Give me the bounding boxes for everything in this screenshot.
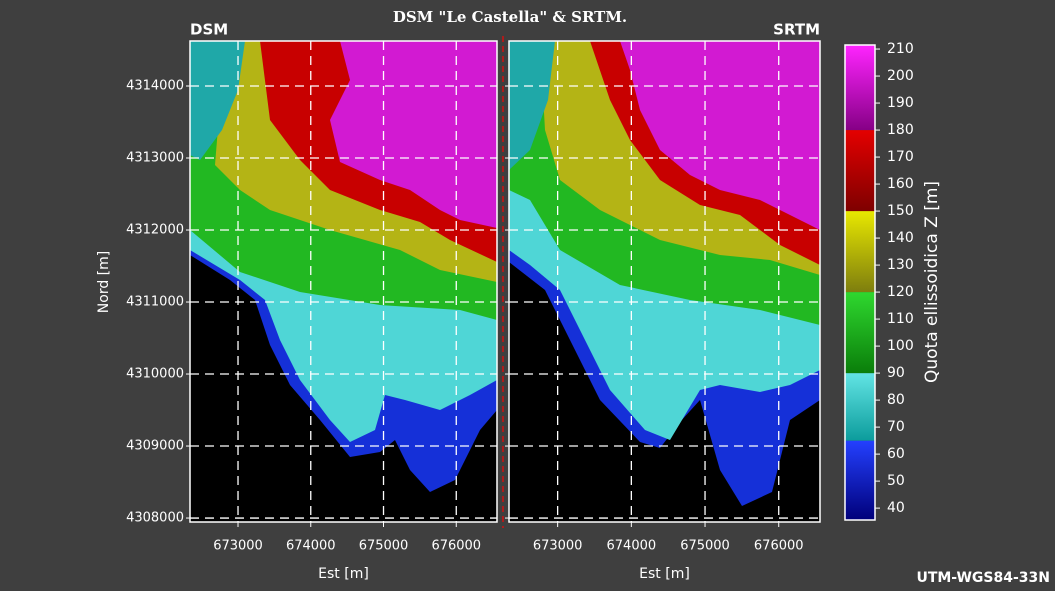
panel-label: DSM [190,21,228,39]
colorbar-tick-label: 150 [887,203,914,219]
y-tick-label: 4308000 [126,511,184,526]
colorbar-tick-label: 160 [887,176,914,192]
colorbar-tick-label: 170 [887,149,914,165]
x-axis-label: Est [m] [318,566,369,582]
chart-title: DSM "Le Castella" & SRTM. [393,8,627,26]
colorbar-band [845,130,875,212]
panel-frame [189,40,498,523]
crs-label: UTM-WGS84-33N [916,570,1050,586]
x-axis-label: Est [m] [639,566,690,582]
colorbar-band [845,440,875,520]
y-tick-label: 4312000 [126,223,184,238]
colorbar-tick-label: 110 [887,311,914,327]
colorbar-tick-label: 40 [887,500,905,516]
colorbar-tick-label: 50 [887,473,905,489]
colorbar-band [845,211,875,293]
x-tick-label: 673000 [533,539,583,554]
colorbar-tick-label: 70 [887,419,905,435]
y-tick-label: 4314000 [126,79,184,94]
colorbar-tick-label: 100 [887,338,914,354]
panel-label: SRTM [773,21,820,39]
y-axis-label: Nord [m] [96,251,112,313]
colorbar-label: Quota ellissoidica Z [m] [922,181,942,383]
colorbar-tick-label: 140 [887,230,914,246]
colorbar-frame [844,44,876,521]
colorbar-band [845,373,875,441]
colorbar-tick-label: 120 [887,284,914,300]
x-tick-label: 675000 [359,539,409,554]
x-tick-label: 676000 [431,539,481,554]
y-tick-label: 4311000 [126,295,184,310]
srtm-terrain [509,41,820,522]
x-tick-label: 676000 [754,539,804,554]
x-tick-label: 674000 [607,539,657,554]
colorbar-tick-label: 60 [887,446,905,462]
colorbar-band [845,45,875,131]
colorbar-tick-label: 200 [887,68,914,84]
colorbar-tick-label: 180 [887,122,914,138]
y-tick-label: 4310000 [126,367,184,382]
colorbar-tick-label: 90 [887,365,905,381]
colorbar-tick-label: 190 [887,95,914,111]
x-tick-label: 675000 [680,539,730,554]
panel-frame [508,40,821,523]
colorbar-tick-label: 130 [887,257,914,273]
y-tick-label: 4309000 [126,439,184,454]
x-tick-label: 673000 [213,539,263,554]
x-tick-label: 674000 [286,539,336,554]
colorbar-tick-label: 210 [887,41,914,57]
colorbar-band [845,292,875,374]
colorbar-tick-label: 80 [887,392,905,408]
y-tick-label: 4313000 [126,151,184,166]
dsm-terrain [190,41,497,522]
